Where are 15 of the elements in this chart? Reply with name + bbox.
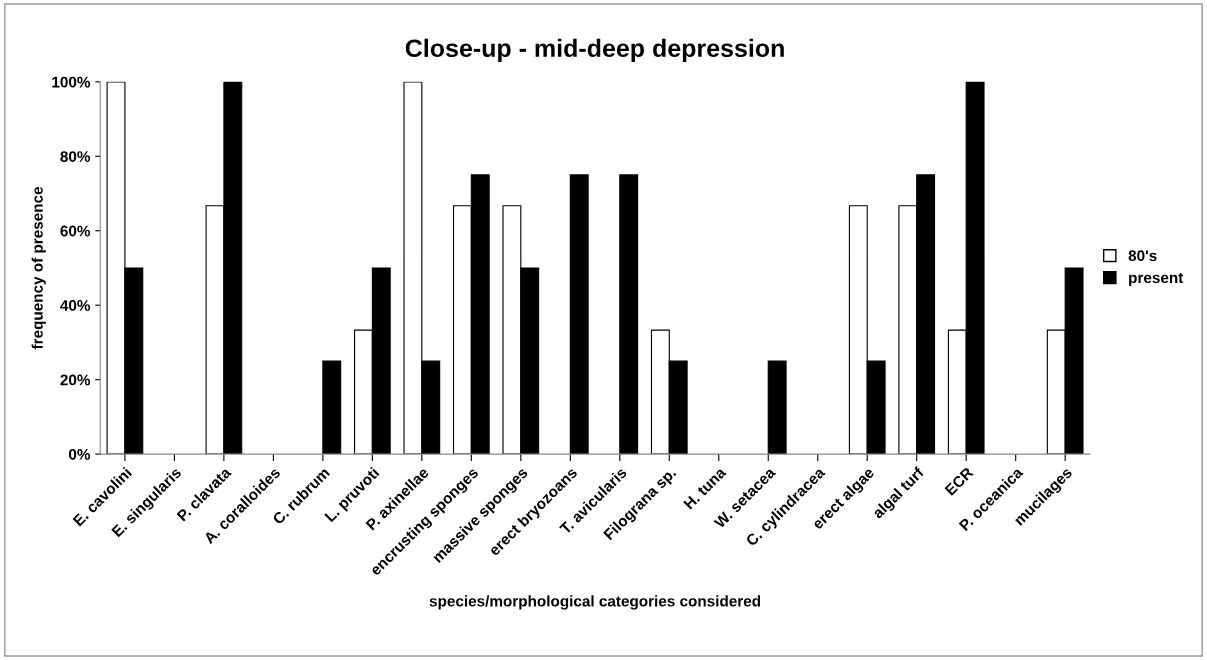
y-tick-label: 100% [52,76,91,88]
y-tick-label: 60% [60,225,91,237]
y-tick-label: 40% [60,300,91,311]
bar [569,174,589,455]
bar [322,360,342,455]
y-axis-title: frequency of presence [31,186,46,350]
bar [619,174,639,455]
chart-title: Close-up - mid-deep depression [405,38,784,63]
legend-label: 80's [1128,250,1157,262]
bar [767,360,787,455]
y-tick-label: 20% [60,374,91,386]
y-tick-label: 0% [68,448,91,460]
x-axis-title: species/morphological categories considered [429,595,761,610]
legend-label: present [1129,272,1184,287]
y-tick-label: 80% [60,151,91,162]
